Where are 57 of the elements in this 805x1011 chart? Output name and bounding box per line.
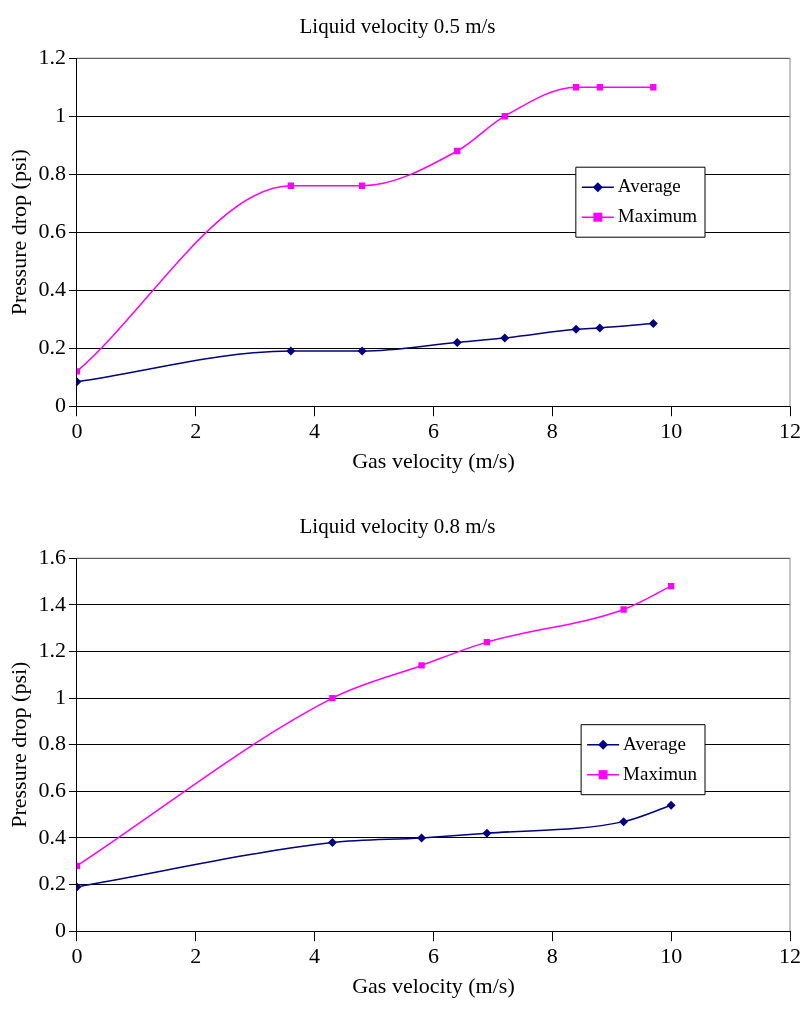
y-tick-label: 0.6 [38,217,66,243]
x-tick-label: 2 [190,418,202,444]
x-tick-label: 6 [427,943,439,969]
y-tick-label: 1 [54,101,66,127]
point [595,323,605,333]
x-tick-label: 2 [190,943,202,969]
y-tick-label: 0.8 [38,159,66,185]
x-tick-label: 8 [546,943,558,969]
legend-label: Maximun [623,762,698,784]
point [483,638,491,646]
x-tick-label: 4 [309,943,321,969]
point [500,333,510,343]
y-tick-label: 0 [54,391,66,417]
y-tick-label: 0.4 [38,823,66,849]
y-tick-label: 0.6 [38,777,66,803]
x-tick-label: 12 [779,943,801,969]
point [650,84,657,91]
point [286,346,296,356]
y-tick-label: 1.6 [38,543,66,569]
x-tick-label: 0 [71,943,83,969]
y-tick-label: 1.4 [38,590,66,616]
x-tick-label: 10 [660,418,683,444]
x-tick-label: 4 [309,418,321,444]
legend-label: Maximum [617,205,698,227]
y-tick-label: 0.8 [38,730,66,756]
point [619,817,629,827]
x-axis-title: Gas velocity (m/s) [352,972,515,998]
point [417,833,427,843]
chart-title: Liquid velocity 0.5 m/s [299,14,496,39]
x-axis-title: Gas velocity (m/s) [352,447,515,473]
point [418,662,425,669]
y-tick-label: 1.2 [38,637,66,663]
legend-label: Average [623,732,687,754]
legend-label: Average [617,175,681,197]
chart-title: Liquid velocity 0.8 m/s [299,514,496,539]
y-tick-label: 0.2 [38,870,66,896]
point [666,800,676,810]
x-tick-label: 6 [427,418,439,444]
x-tick-label: 10 [660,943,683,969]
point [648,319,658,329]
point [452,337,462,347]
y-tick-label: 0 [54,916,66,942]
y-axis-title: Pressure drop (psi) [5,661,31,828]
point [620,606,627,613]
y-tick-label: 1.2 [38,43,66,69]
x-tick-label: 0 [71,418,83,444]
x-tick-label: 12 [779,418,801,444]
x-tick-label: 8 [546,418,558,444]
point [327,838,337,848]
y-axis-title: Pressure drop (psi) [5,149,31,316]
point [571,324,581,334]
point [329,694,336,702]
y-tick-label: 1 [54,683,66,709]
y-tick-label: 0.2 [38,333,66,359]
point [482,828,492,838]
y-tick-label: 0.4 [38,275,66,301]
point [357,346,367,356]
